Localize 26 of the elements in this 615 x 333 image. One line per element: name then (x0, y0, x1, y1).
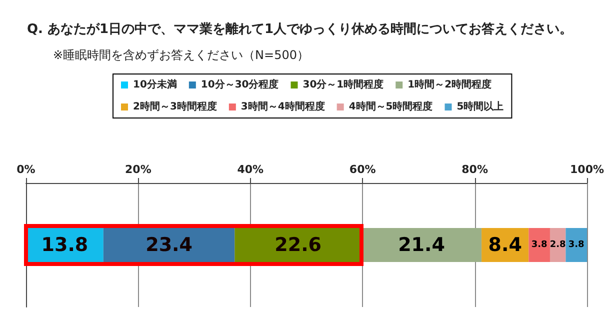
legend-label: 10分～30分程度 (200, 78, 279, 90)
legend-label: 30分～1時間程度 (302, 78, 384, 90)
data-label: 21.4 (398, 234, 445, 256)
legend-label: 4時間～5時間程度 (348, 100, 433, 112)
legend-label: 5時間以上 (456, 100, 504, 112)
legend-label: 3時間～4時間程度 (240, 100, 325, 112)
bar (528, 228, 550, 262)
data-label: 8.4 (488, 234, 522, 256)
data-label: 13.8 (41, 234, 88, 256)
data-label: 23.4 (146, 234, 193, 256)
legend-label: 1時間～2時間程度 (408, 78, 492, 90)
data-label: 3.8 (531, 240, 548, 250)
x-tick-label: 20% (125, 163, 152, 176)
data-label: 22.6 (274, 234, 322, 256)
chart-title: Q. あなたが1日の中で、ママ業を離れて1人でゆっくり休める時間についてお答えください。 (27, 22, 573, 37)
data-label: 3.8 (568, 240, 584, 250)
x-tick-label: 40% (237, 163, 264, 176)
legend-label: 10分未満 (133, 78, 177, 90)
bar (566, 228, 588, 262)
x-tick-label: 0% (16, 163, 36, 176)
x-tick-label: 100% (570, 163, 604, 176)
data-label: 2.8 (550, 240, 566, 250)
x-tick-label: 80% (462, 163, 488, 176)
x-tick-label: 60% (349, 163, 376, 176)
legend-label: 2時間～3時間程度 (133, 100, 217, 112)
chart-subtitle: ※睡眠時間を含めずお答えください（N=500） (53, 48, 309, 62)
